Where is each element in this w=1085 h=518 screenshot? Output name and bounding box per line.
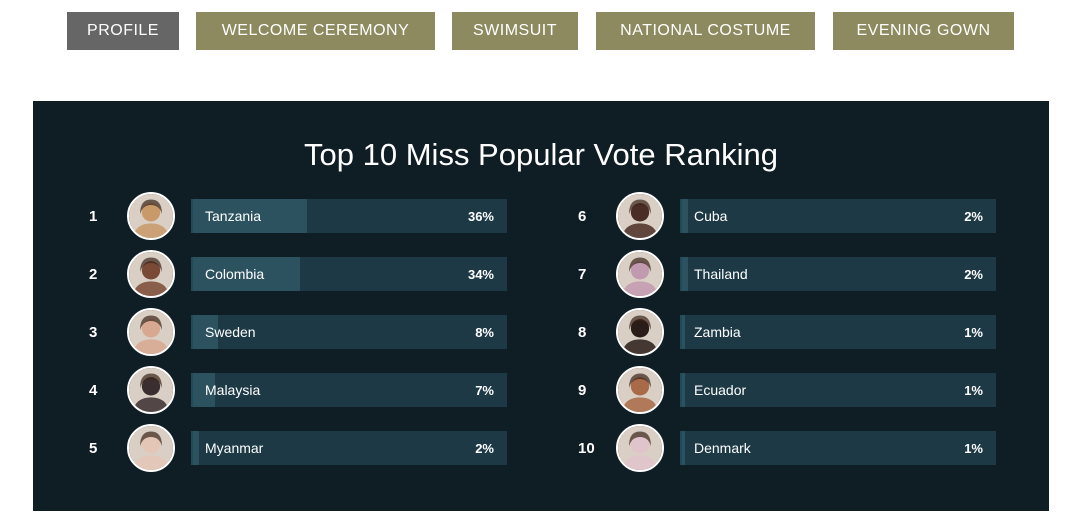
vote-bar[interactable]: Cuba 2% — [680, 199, 996, 233]
rank-number: 5 — [89, 439, 98, 457]
country-name: Sweden — [205, 324, 256, 340]
vote-bar-fill — [682, 199, 688, 233]
vote-percent: 2% — [964, 266, 983, 282]
ranking-row: 6 Cuba 2% — [578, 192, 996, 240]
ranking-row: 3 Sweden 8% — [89, 308, 507, 356]
rank-number: 6 — [578, 207, 587, 225]
ranking-row: 9 Ecuador 1% — [578, 366, 996, 414]
vote-bar-fill — [193, 373, 215, 407]
country-name: Zambia — [694, 324, 741, 340]
ranking-panel: Top 10 Miss Popular Vote Ranking 1 Tanzan… — [33, 101, 1049, 511]
ranking-row: 7 Thailand 2% — [578, 250, 996, 298]
country-name: Denmark — [694, 440, 751, 456]
country-name: Colombia — [205, 266, 265, 282]
contestant-avatar[interactable] — [127, 250, 175, 298]
tab-welcome-ceremony[interactable]: WELCOME CEREMONY — [196, 12, 435, 50]
ranking-row: 4 Malaysia 7% — [89, 366, 507, 414]
vote-bar-fill — [682, 257, 688, 291]
tab-profile[interactable]: PROFILE — [67, 12, 179, 50]
tab-swimsuit[interactable]: SWIMSUIT — [452, 12, 578, 50]
vote-bar[interactable]: Sweden 8% — [191, 315, 507, 349]
vote-bar[interactable]: Ecuador 1% — [680, 373, 996, 407]
rank-number: 9 — [578, 381, 587, 399]
rank-number: 8 — [578, 323, 587, 341]
vote-percent: 1% — [964, 440, 983, 456]
contestant-avatar[interactable] — [127, 366, 175, 414]
vote-percent: 1% — [964, 324, 983, 340]
vote-percent: 1% — [964, 382, 983, 398]
ranking-row: 10 Denmark 1% — [578, 424, 996, 472]
vote-percent: 8% — [475, 324, 494, 340]
rank-number: 2 — [89, 265, 98, 283]
rank-number: 1 — [89, 207, 98, 225]
contestant-avatar[interactable] — [616, 424, 664, 472]
country-name: Ecuador — [694, 382, 747, 398]
vote-percent: 2% — [964, 208, 983, 224]
tab-national-costume[interactable]: NATIONAL COSTUME — [596, 12, 815, 50]
vote-bar-fill — [193, 199, 307, 233]
category-tabs: PROFILE WELCOME CEREMONY SWIMSUIT NATION… — [0, 12, 1085, 50]
vote-bar-fill — [193, 315, 218, 349]
tab-evening-gown[interactable]: EVENING GOWN — [833, 12, 1014, 50]
contestant-avatar[interactable] — [616, 308, 664, 356]
vote-percent: 36% — [467, 208, 494, 224]
vote-bar-fill — [682, 373, 685, 407]
vote-bar-fill — [682, 315, 685, 349]
vote-bar-fill — [193, 431, 199, 465]
contestant-avatar[interactable] — [616, 250, 664, 298]
contestant-avatar[interactable] — [127, 192, 175, 240]
rank-number: 10 — [578, 439, 595, 457]
ranking-row: 1 Tanzania 36% — [89, 192, 507, 240]
country-name: Tanzania — [205, 208, 262, 224]
vote-bar-fill — [682, 431, 685, 465]
ranking-row: 5 Myanmar 2% — [89, 424, 507, 472]
contestant-avatar[interactable] — [616, 366, 664, 414]
rank-number: 4 — [89, 381, 98, 399]
country-name: Thailand — [694, 266, 748, 282]
vote-bar[interactable]: Colombia 34% — [191, 257, 507, 291]
contestant-avatar[interactable] — [616, 192, 664, 240]
contestant-avatar[interactable] — [127, 308, 175, 356]
rank-number: 7 — [578, 265, 587, 283]
vote-percent: 34% — [467, 266, 494, 282]
country-name: Cuba — [694, 208, 728, 224]
rank-number: 3 — [89, 323, 98, 341]
ranking-row: 2 Colombia 34% — [89, 250, 507, 298]
country-name: Malaysia — [205, 382, 261, 398]
ranking-title: Top 10 Miss Popular Vote Ranking — [304, 137, 778, 172]
vote-bar[interactable]: Thailand 2% — [680, 257, 996, 291]
contestant-avatar[interactable] — [127, 424, 175, 472]
vote-percent: 7% — [475, 382, 494, 398]
vote-bar-fill — [193, 257, 300, 291]
vote-bar[interactable]: Tanzania 36% — [191, 199, 507, 233]
vote-bar[interactable]: Myanmar 2% — [191, 431, 507, 465]
ranking-row: 8 Zambia 1% — [578, 308, 996, 356]
vote-bar[interactable]: Malaysia 7% — [191, 373, 507, 407]
vote-bar[interactable]: Denmark 1% — [680, 431, 996, 465]
vote-bar[interactable]: Zambia 1% — [680, 315, 996, 349]
vote-percent: 2% — [475, 440, 494, 456]
country-name: Myanmar — [205, 440, 264, 456]
